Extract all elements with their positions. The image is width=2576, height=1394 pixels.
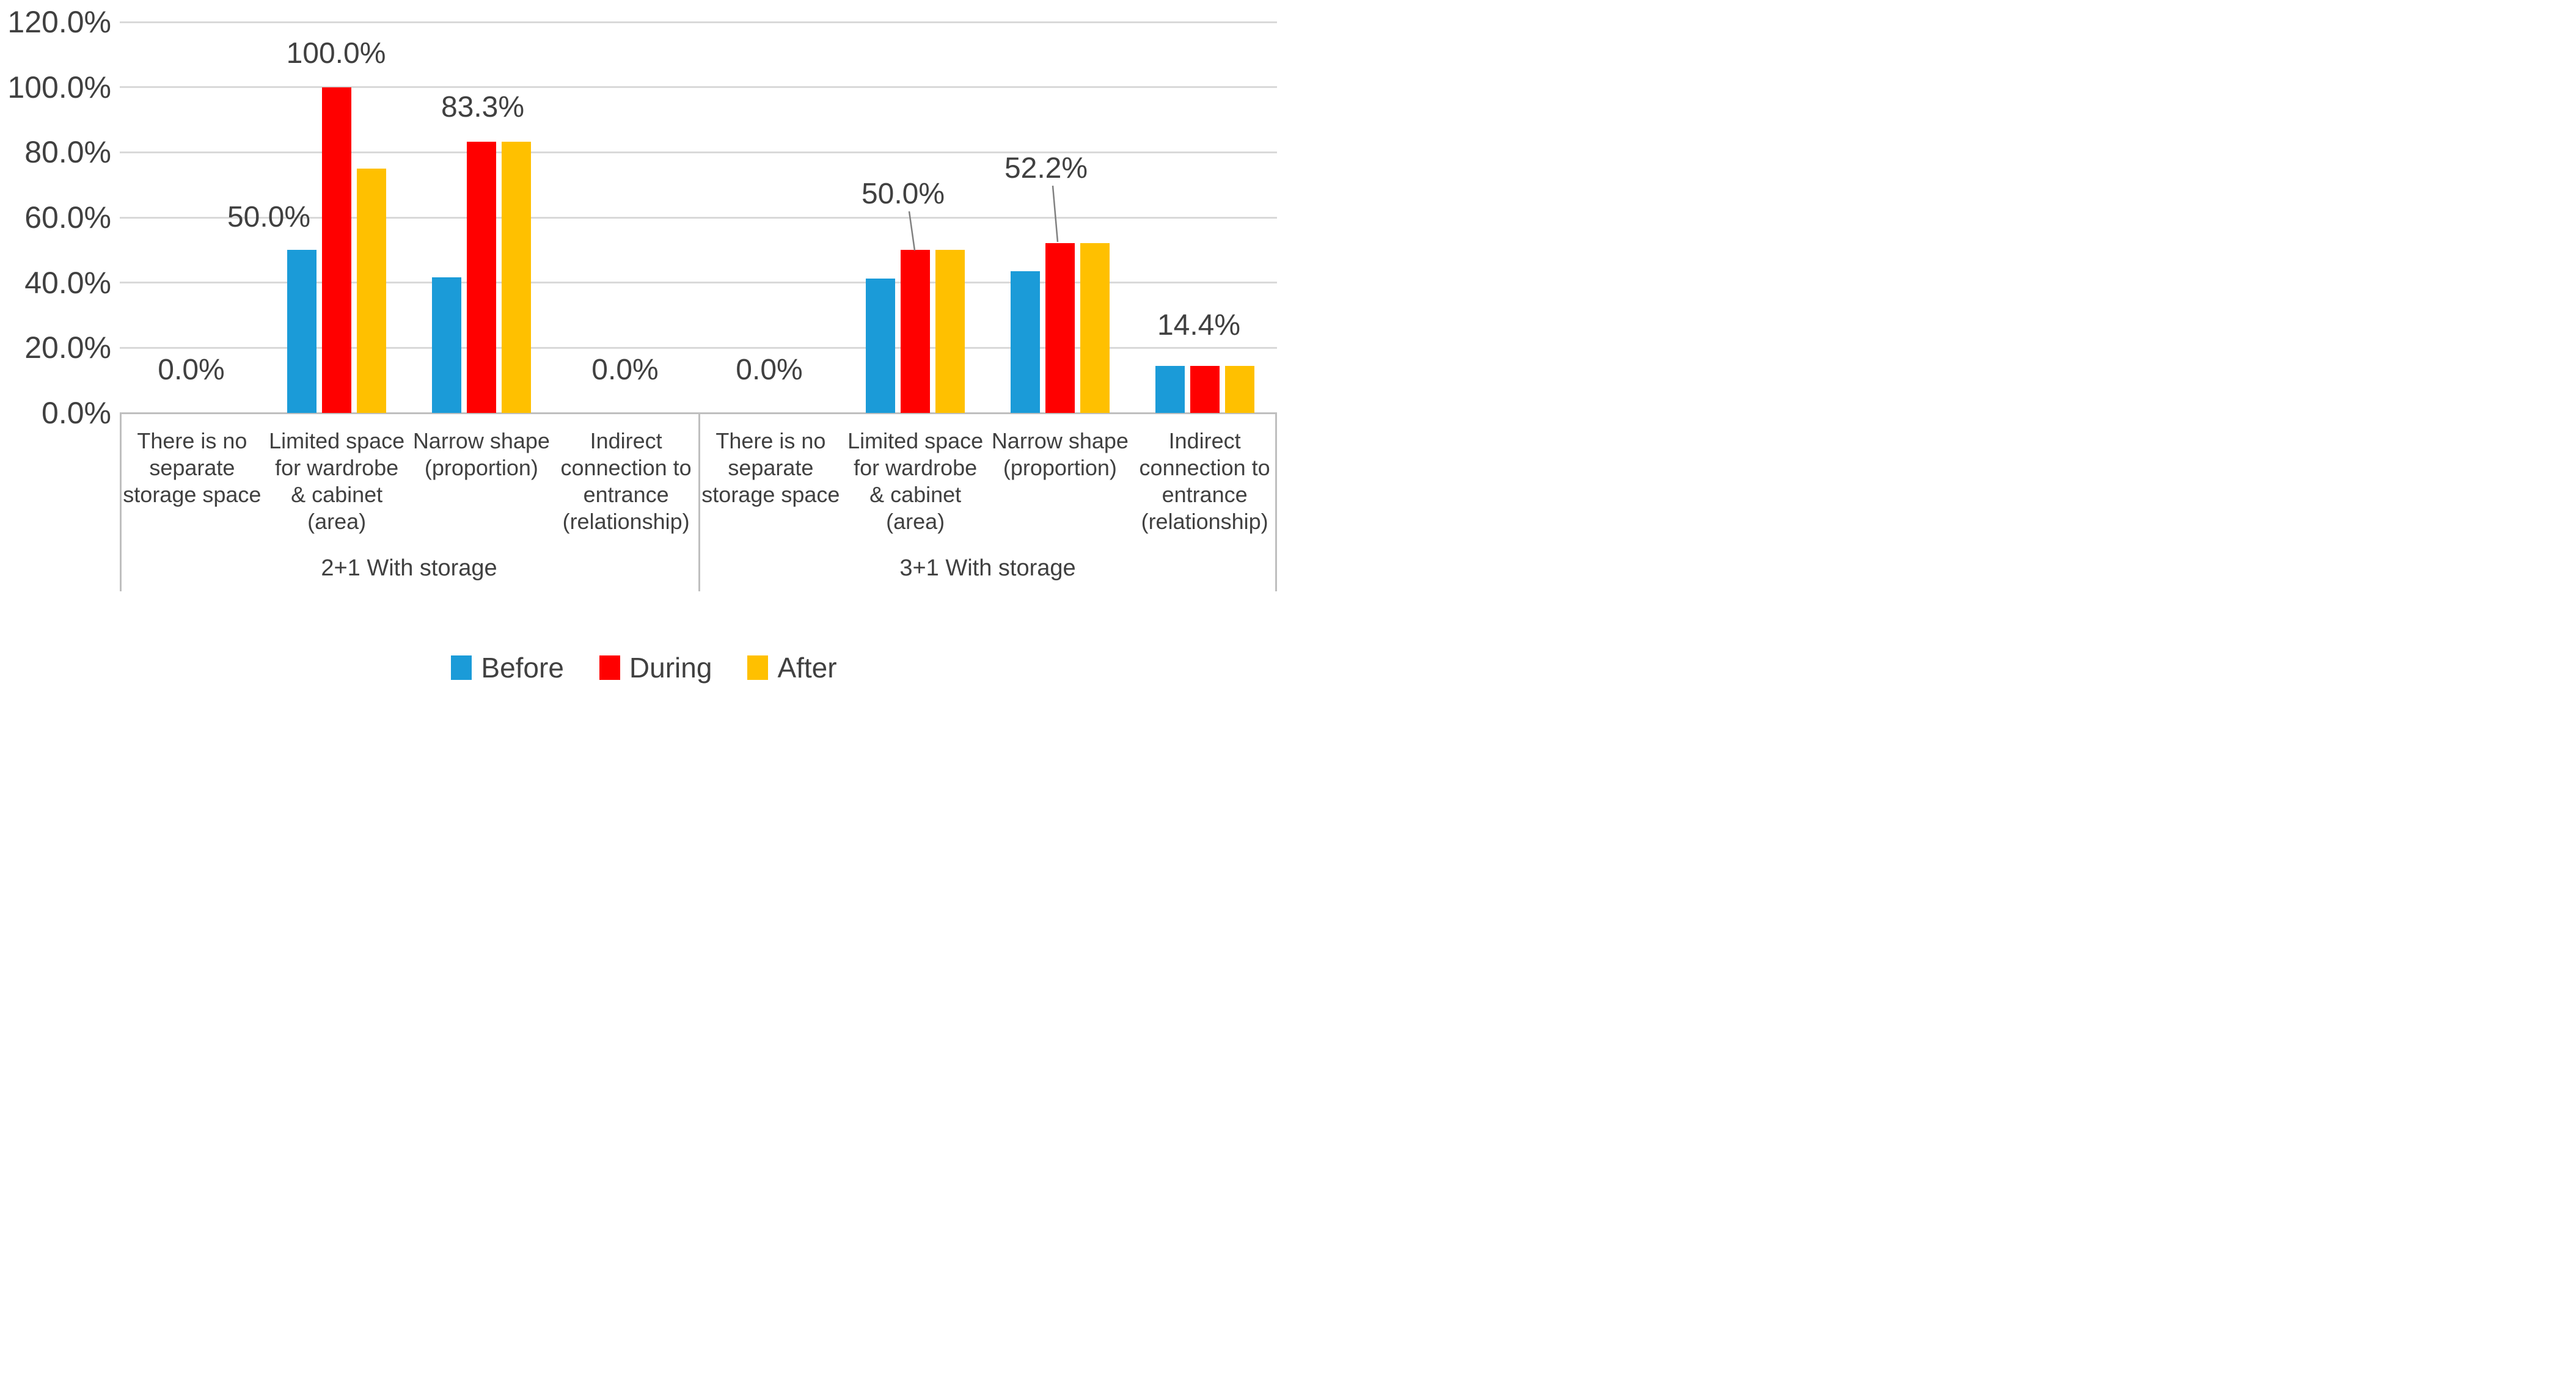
group-label: 2+1 With storage xyxy=(321,555,497,581)
category-label: Indirect connection to entrance (relatio… xyxy=(1139,428,1270,534)
bar-during xyxy=(1190,366,1220,413)
data-label: 50.0% xyxy=(227,201,311,233)
data-label: 50.0% xyxy=(861,178,945,210)
gridline xyxy=(120,86,1277,89)
bar-after xyxy=(1080,243,1110,413)
gridline xyxy=(120,21,1277,23)
legend-item-before: Before xyxy=(451,651,564,685)
legend-swatch-during-icon xyxy=(599,655,620,680)
category-label: Limited space for wardrobe & cabinet (ar… xyxy=(847,428,984,534)
legend-swatch-before-icon xyxy=(451,655,472,680)
bar-during xyxy=(322,87,352,413)
bar-before xyxy=(287,250,317,413)
legend: Before During After xyxy=(0,646,1288,689)
bar-before xyxy=(1155,366,1185,413)
category-label: Narrow shape (proportion) xyxy=(991,428,1129,480)
y-axis-tick-label: 80.0% xyxy=(24,135,111,170)
legend-swatch-after-icon xyxy=(747,655,769,680)
y-axis-tick-label: 120.0% xyxy=(7,5,111,39)
legend-label: After xyxy=(777,652,837,684)
category-label: Indirect connection to entrance (relatio… xyxy=(560,428,692,534)
data-label: 52.2% xyxy=(1004,152,1088,184)
bar-during xyxy=(466,141,496,413)
axis-right-border xyxy=(1275,413,1277,591)
bar-before xyxy=(866,279,896,413)
data-label: 0.0% xyxy=(591,354,659,386)
y-axis-tick-label: 20.0% xyxy=(24,330,111,365)
legend-label: Before xyxy=(481,652,564,684)
gridline xyxy=(120,216,1277,219)
bar-during xyxy=(901,250,931,413)
category-label: There is no separate storage space xyxy=(123,428,262,507)
bar-chart: 0.0% 20.0% 40.0% 60.0% 80.0% 100.0% 120.0% The… xyxy=(0,0,1288,697)
data-label: 14.4% xyxy=(1157,309,1241,341)
data-label: 0.0% xyxy=(736,354,803,386)
legend-item-during: During xyxy=(599,651,712,685)
y-axis-tick-label: 60.0% xyxy=(24,200,111,235)
category-label: There is no separate storage space xyxy=(701,428,840,507)
bar-during xyxy=(1045,243,1075,413)
leader-line xyxy=(1052,185,1059,243)
data-label: 0.0% xyxy=(158,354,225,386)
category-label: Limited space for wardrobe & cabinet (ar… xyxy=(269,428,405,534)
group-label: 3+1 With storage xyxy=(899,555,1076,581)
y-axis-tick-label: 0.0% xyxy=(42,396,111,430)
bar-after xyxy=(501,141,531,413)
gridline xyxy=(120,346,1277,349)
bar-before xyxy=(431,277,461,413)
bar-before xyxy=(1010,271,1040,413)
legend-label: During xyxy=(629,652,712,684)
group-divider xyxy=(698,413,700,591)
category-label: Narrow shape (proportion) xyxy=(412,428,550,480)
gridline xyxy=(120,151,1277,153)
bar-after xyxy=(357,169,387,413)
y-axis-tick-label: 100.0% xyxy=(7,70,111,104)
bar-after xyxy=(935,250,965,413)
axis-left-border xyxy=(120,413,122,591)
bar-after xyxy=(1224,366,1254,413)
y-axis-tick-label: 40.0% xyxy=(24,265,111,300)
data-label: 100.0% xyxy=(286,37,386,70)
legend-item-after: After xyxy=(747,651,837,685)
data-label: 83.3% xyxy=(441,91,525,123)
gridline xyxy=(120,282,1277,284)
